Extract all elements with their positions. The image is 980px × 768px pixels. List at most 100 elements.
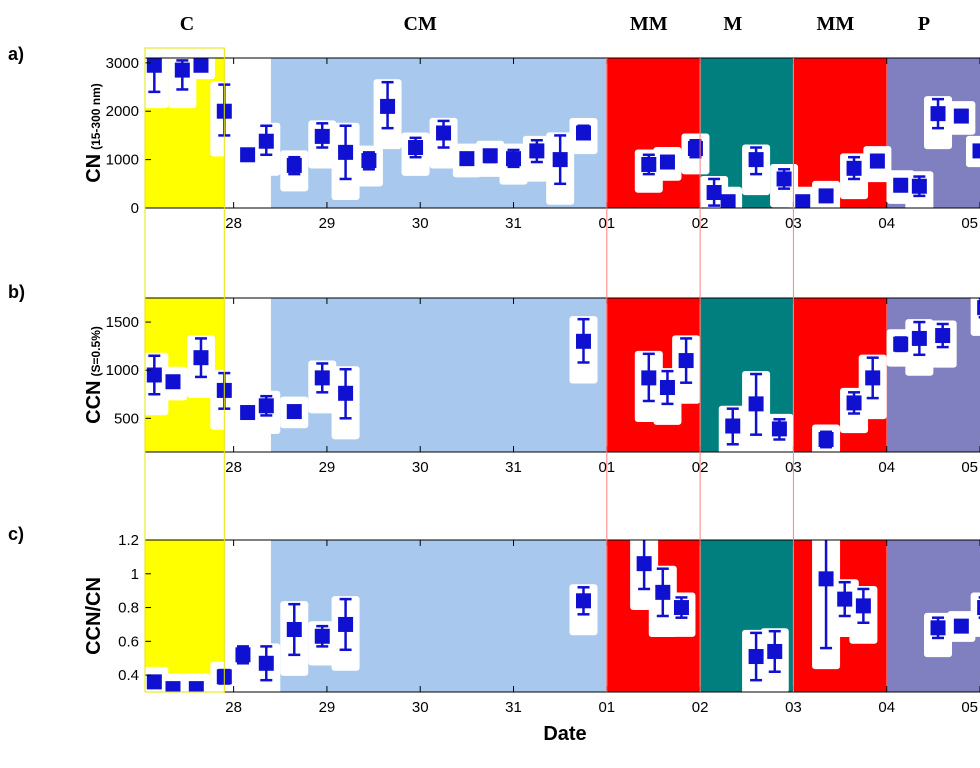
data-point-marker xyxy=(552,152,568,168)
data-point-marker xyxy=(977,300,980,316)
data-point-marker xyxy=(286,622,302,638)
data-point-marker xyxy=(193,350,209,366)
data-point-marker xyxy=(706,185,722,201)
x-tick-label: 05 xyxy=(961,699,978,716)
data-point-marker xyxy=(575,593,591,609)
y-axis-label-sub: (S=0.5%) xyxy=(89,326,103,376)
x-tick-label: 28 xyxy=(225,459,242,476)
x-tick-label: 28 xyxy=(225,215,242,232)
y-tick-label: 0.6 xyxy=(118,633,139,650)
panel-label: b) xyxy=(8,282,25,302)
data-point-marker xyxy=(459,151,475,167)
data-point-marker xyxy=(636,556,652,572)
data-point-marker xyxy=(972,143,980,159)
region-cm xyxy=(270,540,607,692)
data-point-marker xyxy=(482,148,498,164)
x-tick-label: 31 xyxy=(505,215,522,232)
data-point-marker xyxy=(977,600,980,616)
x-tick-label: 04 xyxy=(878,459,895,476)
data-point-marker xyxy=(776,171,792,187)
x-tick-label: 30 xyxy=(412,699,429,716)
x-tick-label: 05 xyxy=(961,459,978,476)
data-point-marker xyxy=(818,431,834,447)
data-point-marker xyxy=(846,395,862,411)
x-tick-label: 02 xyxy=(692,699,709,716)
data-point-marker xyxy=(529,143,545,159)
x-tick-label: 29 xyxy=(319,699,336,716)
y-tick-label: 1 xyxy=(131,566,139,583)
data-point-marker xyxy=(165,374,181,390)
y-tick-label: 2000 xyxy=(106,103,139,120)
data-point-marker xyxy=(338,385,354,401)
y-axis-label-main: CN xyxy=(83,154,105,183)
y-axis-label: CCN/CN xyxy=(83,577,105,655)
y-tick-label: 0.4 xyxy=(118,667,139,684)
data-point-marker xyxy=(687,140,703,156)
data-point-marker xyxy=(361,153,377,169)
data-point-marker xyxy=(818,571,834,587)
data-point-marker xyxy=(314,128,330,144)
x-tick-label: 31 xyxy=(505,459,522,476)
y-axis-label-main: CCN/CN xyxy=(83,577,105,655)
data-point-marker xyxy=(641,370,657,386)
data-point-marker xyxy=(575,333,591,349)
y-axis-label-main: CCN xyxy=(83,381,105,424)
segment-label-p: P xyxy=(918,13,930,35)
data-point-marker xyxy=(720,194,736,208)
c-region-outline xyxy=(144,47,225,693)
data-point-marker xyxy=(174,62,190,78)
data-point-marker xyxy=(865,370,881,386)
data-points xyxy=(145,540,980,692)
data-point-marker xyxy=(930,106,946,122)
data-points xyxy=(145,298,980,452)
data-point-marker xyxy=(235,647,251,663)
panel-c: 0.4 0.6 0.8 1 1.2 28 29 30 31 01 02 03 04 05 c) CCN/CN D… xyxy=(8,524,980,745)
data-point-marker xyxy=(146,367,162,383)
data-point-marker xyxy=(893,336,909,352)
data-point-marker xyxy=(314,370,330,386)
x-tick-label: 29 xyxy=(319,459,336,476)
data-point-marker xyxy=(641,156,657,172)
x-axis-label: Date xyxy=(543,723,586,745)
data-point-marker xyxy=(795,194,811,208)
data-point-marker xyxy=(338,616,354,632)
data-point-marker xyxy=(338,144,354,160)
x-tick-label: 05 xyxy=(961,215,978,232)
data-point-marker xyxy=(286,157,302,173)
panel-label: c) xyxy=(8,524,24,544)
data-point-marker xyxy=(408,140,424,156)
segment-label-mm: MM xyxy=(630,13,668,35)
data-point-marker xyxy=(748,649,764,665)
data-point-marker xyxy=(837,591,853,607)
data-point-marker xyxy=(286,404,302,420)
y-tick-label: 0 xyxy=(131,200,139,217)
panel-label: a) xyxy=(8,44,24,64)
x-tick-label: 03 xyxy=(785,699,802,716)
data-point-marker xyxy=(506,151,522,167)
x-tick-label: 30 xyxy=(412,459,429,476)
data-point-marker xyxy=(818,188,834,204)
x-tick-label: 01 xyxy=(598,699,615,716)
data-point-marker xyxy=(258,133,274,149)
y-tick-label: 1500 xyxy=(106,314,139,331)
data-point-marker xyxy=(188,681,204,692)
y-axis-label-sub: (15-300 nm) xyxy=(89,83,103,150)
data-point-marker xyxy=(258,655,274,671)
data-point-marker xyxy=(436,125,452,141)
y-tick-label: 3000 xyxy=(106,55,139,72)
data-point-marker xyxy=(240,147,256,163)
data-point-marker xyxy=(673,600,689,616)
data-point-marker xyxy=(911,178,927,194)
data-point-marker xyxy=(165,681,181,692)
segment-label-c: C xyxy=(180,13,194,35)
x-tick-label: 04 xyxy=(878,699,895,716)
x-tick-label: 04 xyxy=(878,215,895,232)
data-point-marker xyxy=(678,353,694,369)
data-point-marker xyxy=(771,421,787,437)
data-point-marker xyxy=(935,328,951,344)
data-points xyxy=(145,58,980,208)
segment-label-mm: MM xyxy=(817,13,855,35)
x-tick-label: 29 xyxy=(319,215,336,232)
